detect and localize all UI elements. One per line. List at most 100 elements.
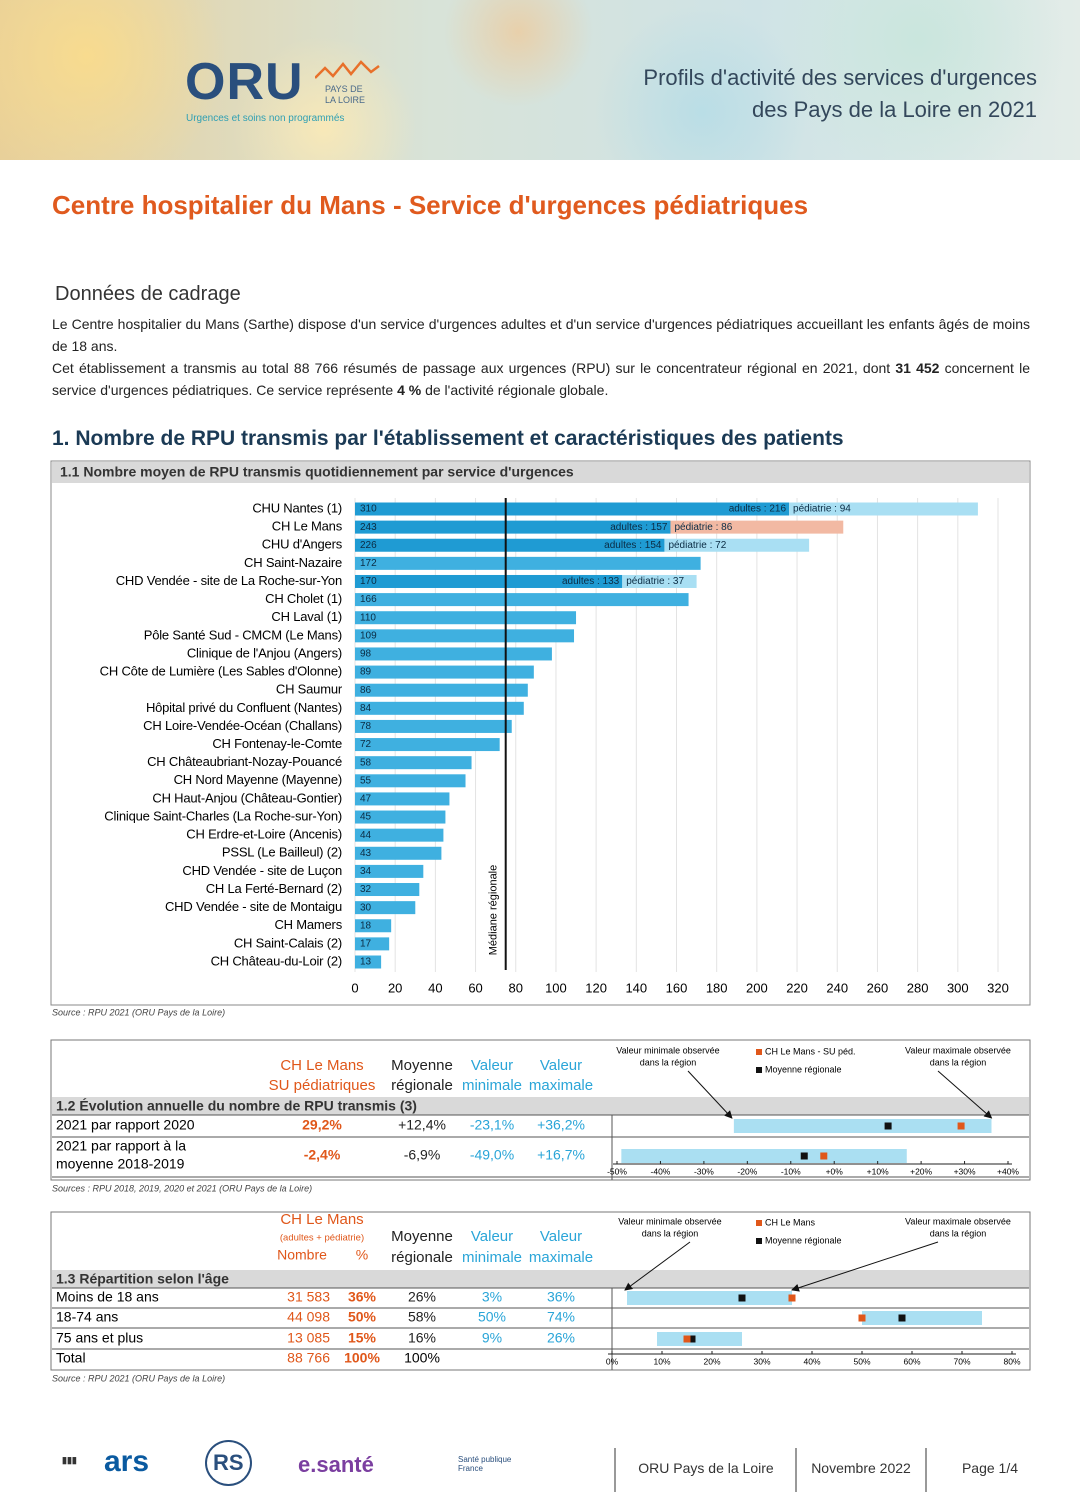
column-header: Valeur [471, 1228, 513, 1245]
table-cell: -49,0% [470, 1147, 514, 1163]
logo-republique: ▮▮▮ [62, 1455, 77, 1465]
category-label: CH Loire-Vendée-Océan (Challans) [143, 718, 342, 733]
bar [355, 792, 450, 806]
legend-arrow [624, 1241, 691, 1291]
legend-text: dans la région [640, 1057, 697, 1067]
bar-value-label: 18 [360, 920, 372, 931]
category-label: CH Haut-Anjou (Château-Gontier) [152, 790, 342, 805]
table-cell: 26% [547, 1330, 575, 1346]
table-cell: 15% [348, 1330, 377, 1346]
bar-value-label: 98 [360, 649, 372, 660]
section-heading: 1. Nombre de RPU transmis par l'établiss… [52, 427, 844, 450]
logo-esante: e.santé [298, 1452, 374, 1477]
x-tick-label: -40% [651, 1166, 671, 1176]
divider [925, 1448, 927, 1492]
category-label: CHD Vendée - site de La Roche-sur-Yon [116, 573, 342, 588]
row-label: Total [56, 1350, 86, 1366]
x-tick-label: 10% [653, 1356, 670, 1366]
bold-text: 4 % [397, 382, 422, 398]
table-frame [50, 1039, 1031, 1181]
logo-tagline: Urgences et soins non programmés [186, 113, 345, 124]
bar-value-label: 72 [360, 739, 372, 750]
text: Le Centre hospitalier du Mans (Sarthe) d… [52, 316, 1030, 354]
logo: ORU [185, 53, 304, 111]
column-header: CH Le Mans [280, 1057, 363, 1074]
legend-text: dans la région [930, 1057, 987, 1067]
x-tick-label: 200 [746, 980, 768, 995]
mean-dot [688, 1335, 696, 1343]
bar [355, 593, 689, 607]
table-frame [50, 1211, 1031, 1371]
column-header: Valeur [540, 1228, 582, 1245]
legend-text: Valeur minimale observée [618, 1216, 721, 1226]
legend-swatch [756, 1067, 762, 1073]
bar-value-label: 86 [360, 685, 372, 696]
table-cell: 36% [547, 1289, 575, 1305]
segment-label: pédiatrie : 94 [793, 504, 851, 515]
x-tick-label: 140 [625, 980, 647, 995]
legend-text: dans la région [930, 1228, 987, 1238]
table-cell: 16% [408, 1330, 436, 1346]
column-header: maximale [529, 1249, 593, 1266]
footer-org: ORU Pays de la Loire [638, 1460, 774, 1476]
x-tick-label: 280 [907, 980, 929, 995]
column-header: Moyenne [391, 1057, 453, 1074]
bar-value-label: 84 [360, 703, 372, 714]
bar-value-label: 32 [360, 884, 372, 895]
category-label: CH La Ferté-Bernard (2) [206, 881, 342, 896]
legend-text: Valeur maximale observée [905, 1045, 1011, 1055]
segment-label: pédiatrie : 72 [668, 540, 726, 551]
bar-segment [355, 502, 790, 516]
table-cell: 31 583 [287, 1289, 330, 1305]
column-header: Nombre [277, 1247, 327, 1263]
legend-text: CH Le Mans [765, 1217, 816, 1227]
legend-arrow [791, 1241, 939, 1292]
x-tick-label: 160 [666, 980, 688, 995]
category-label: CHD Vendée - site de Luçon [182, 863, 342, 878]
category-label: CH Châteaubriant-Nozay-Pouancé [147, 754, 342, 769]
bar [355, 955, 382, 969]
segment-label: adultes : 216 [729, 504, 787, 515]
mean-dot [898, 1314, 906, 1322]
category-label: CH Saumur [276, 682, 343, 697]
table-cell: 58% [408, 1309, 436, 1325]
segment-label: pédiatrie : 37 [626, 576, 684, 587]
bar [355, 738, 500, 752]
category-label: CHD Vendée - site de Montaigu [165, 899, 342, 914]
intro-heading: Données de cadrage [55, 283, 241, 305]
row-label: 2021 par rapport à la [56, 1138, 186, 1154]
category-label: CH Saint-Calais (2) [234, 935, 342, 950]
x-tick-label: +20% [910, 1166, 932, 1176]
divider [795, 1448, 797, 1492]
row-label: 2021 par rapport 2020 [56, 1117, 195, 1133]
column-header: Valeur [540, 1057, 582, 1074]
x-tick-label: 240 [826, 980, 848, 995]
column-header: régionale [391, 1077, 453, 1094]
x-tick-label: +10% [867, 1166, 889, 1176]
logo-wave [315, 60, 380, 79]
bar-segment [355, 574, 623, 588]
bar-segment [355, 538, 665, 552]
legend-text: dans la région [642, 1228, 699, 1238]
source: Sources : RPU 2018, 2019, 2020 et 2021 (… [52, 1183, 312, 1193]
table-cell: 44 098 [287, 1309, 330, 1325]
text: de l'activité régionale globale. [421, 382, 609, 398]
bar [355, 756, 472, 770]
bar [355, 883, 420, 897]
x-tick-label: 40 [428, 980, 442, 995]
logo-spf: Santé publique France [458, 1455, 512, 1473]
logo-subtitle-line: LA LOIRE [325, 95, 366, 105]
range-bar [621, 1149, 907, 1163]
table-title: 1.2 Évolution annuelle du nombre de RPU … [56, 1098, 417, 1114]
category-label: CH Laval (1) [271, 609, 342, 624]
bar-value-label: 30 [360, 902, 372, 913]
x-tick-label: +30% [954, 1166, 976, 1176]
column-header: (adultes + pédiatrie) [280, 1233, 364, 1244]
column-header: CH Le Mans [280, 1211, 363, 1228]
x-tick-label: 80% [1003, 1356, 1020, 1366]
category-label: CH Cholet (1) [265, 591, 342, 606]
row-label: Moins de 18 ans [56, 1289, 159, 1305]
section-band [52, 1097, 1029, 1115]
bar-segment [670, 520, 844, 534]
